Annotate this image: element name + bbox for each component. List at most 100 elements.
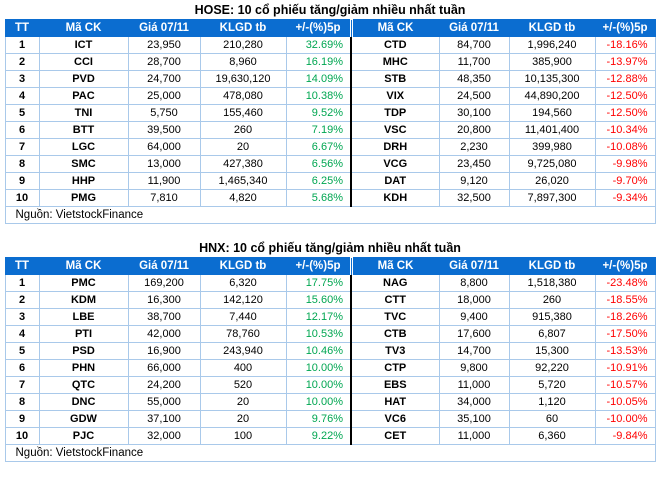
loser-ticker-cell: VCG <box>350 155 440 173</box>
loser-change-cell: -9.84% <box>594 427 656 445</box>
loser-ticker-cell: CTD <box>350 36 440 54</box>
gainer-change-cell: 10.00% <box>285 359 352 377</box>
gainer-change-cell: 7.19% <box>285 121 352 139</box>
loser-volume-cell: 194,560 <box>508 104 596 122</box>
gainer-change-cell: 6.56% <box>285 155 352 173</box>
gainer-ticker-cell: LGC <box>38 138 129 156</box>
loser-price-cell: 30,100 <box>438 104 510 122</box>
loser-volume-cell: 26,020 <box>508 172 596 190</box>
rank-cell: 3 <box>4 70 40 88</box>
hnx-section: HNX: 10 cổ phiếu tăng/giảm nhiều nhất tu… <box>0 238 660 462</box>
loser-ticker-cell: CTT <box>350 291 440 309</box>
loser-ticker-cell: HAT <box>350 393 440 411</box>
gainer-ticker-cell: BTT <box>38 121 129 139</box>
col-header-loser-change: +/-(%)5p <box>594 257 656 275</box>
loser-volume-cell: 44,890,200 <box>508 87 596 105</box>
loser-ticker-cell: EBS <box>350 376 440 394</box>
gainer-price-cell: 55,000 <box>127 393 201 411</box>
table-row: 6 PHN 66,000 400 10.00% CTP 9,800 92,220 -10.91% <box>4 359 656 377</box>
loser-price-cell: 24,500 <box>438 87 510 105</box>
gainer-ticker-cell: PTI <box>38 325 129 343</box>
gainer-change-cell: 10.53% <box>285 325 352 343</box>
gainer-ticker-cell: DNC <box>38 393 129 411</box>
gainer-change-cell: 10.00% <box>285 393 352 411</box>
gainer-change-cell: 16.19% <box>285 53 352 71</box>
loser-ticker-cell: STB <box>350 70 440 88</box>
gainer-change-cell: 12.17% <box>285 308 352 326</box>
hose-section: HOSE: 10 cổ phiếu tăng/giảm nhiều nhất t… <box>0 0 660 224</box>
col-header-loser-volume: KLGD tb <box>508 19 596 37</box>
table-row: 9 HHP 11,900 1,465,340 6.25% DAT 9,120 26,020 -9… <box>4 172 656 190</box>
rank-cell: 4 <box>4 325 40 343</box>
loser-volume-cell: 5,720 <box>508 376 596 394</box>
gainer-volume-cell: 400 <box>199 359 287 377</box>
col-header-loser-volume: KLGD tb <box>508 257 596 275</box>
col-header-gainer-price: Giá 07/11 <box>127 19 201 37</box>
gainer-price-cell: 28,700 <box>127 53 201 71</box>
table-row: 5 TNI 5,750 155,460 9.52% TDP 30,100 194,560 -12… <box>4 104 656 122</box>
gainer-change-cell: 9.76% <box>285 410 352 428</box>
loser-ticker-cell: TV3 <box>350 342 440 360</box>
gainer-change-cell: 9.22% <box>285 427 352 445</box>
gainer-change-cell: 15.60% <box>285 291 352 309</box>
rank-cell: 7 <box>4 138 40 156</box>
gainer-ticker-cell: PSD <box>38 342 129 360</box>
gainer-ticker-cell: TNI <box>38 104 129 122</box>
gainer-change-cell: 9.52% <box>285 104 352 122</box>
loser-price-cell: 20,800 <box>438 121 510 139</box>
rank-cell: 1 <box>4 274 40 292</box>
loser-ticker-cell: CTB <box>350 325 440 343</box>
col-header-loser-price: Giá 07/11 <box>438 257 510 275</box>
table-row: 3 PVD 24,700 19,630,120 14.09% STB 48,350 10,13… <box>4 70 656 88</box>
loser-price-cell: 34,000 <box>438 393 510 411</box>
loser-price-cell: 9,120 <box>438 172 510 190</box>
loser-change-cell: -9.98% <box>594 155 656 173</box>
gainer-volume-cell: 243,940 <box>199 342 287 360</box>
table-row: 2 KDM 16,300 142,120 15.60% CTT 18,000 260 -18.5… <box>4 291 656 309</box>
rank-cell: 5 <box>4 342 40 360</box>
table-row: 8 DNC 55,000 20 10.00% HAT 34,000 1,120 -10.05% <box>4 393 656 411</box>
loser-price-cell: 11,000 <box>438 427 510 445</box>
gainer-volume-cell: 8,960 <box>199 53 287 71</box>
loser-volume-cell: 260 <box>508 291 596 309</box>
gainer-price-cell: 39,500 <box>127 121 201 139</box>
hnx-table: TT Mã CK Giá 07/11 KLGD tb +/-(%)5p Mã C… <box>4 257 656 462</box>
loser-volume-cell: 11,401,400 <box>508 121 596 139</box>
gainer-volume-cell: 260 <box>199 121 287 139</box>
gainer-price-cell: 38,700 <box>127 308 201 326</box>
stock-movers-report: HOSE: 10 cổ phiếu tăng/giảm nhiều nhất t… <box>0 0 660 462</box>
hose-table-title: HOSE: 10 cổ phiếu tăng/giảm nhiều nhất t… <box>194 3 466 17</box>
gainer-ticker-cell: HHP <box>38 172 129 190</box>
gainer-change-cell: 17.75% <box>285 274 352 292</box>
loser-ticker-cell: DAT <box>350 172 440 190</box>
gainer-price-cell: 24,200 <box>127 376 201 394</box>
loser-price-cell: 17,600 <box>438 325 510 343</box>
rank-cell: 9 <box>4 172 40 190</box>
table-row: 10 PMG 7,810 4,820 5.68% KDH 32,500 7,897,300 -9… <box>4 189 656 207</box>
table-row: 4 PAC 25,000 478,080 10.38% VIX 24,500 44,890,2… <box>4 87 656 105</box>
loser-change-cell: -10.08% <box>594 138 656 156</box>
loser-change-cell: -9.34% <box>594 189 656 207</box>
gainer-price-cell: 25,000 <box>127 87 201 105</box>
loser-price-cell: 48,350 <box>438 70 510 88</box>
loser-change-cell: -12.50% <box>594 104 656 122</box>
gainer-change-cell: 10.00% <box>285 376 352 394</box>
col-header-gainer-price: Giá 07/11 <box>127 257 201 275</box>
loser-ticker-cell: TDP <box>350 104 440 122</box>
loser-volume-cell: 6,807 <box>508 325 596 343</box>
rank-cell: 2 <box>4 291 40 309</box>
gainer-volume-cell: 155,460 <box>199 104 287 122</box>
loser-change-cell: -10.05% <box>594 393 656 411</box>
table-row: 1 PMC 169,200 6,320 17.75% NAG 8,800 1,518,380-… <box>4 274 656 292</box>
loser-change-cell: -13.53% <box>594 342 656 360</box>
gainer-volume-cell: 1,465,340 <box>199 172 287 190</box>
gainer-ticker-cell: CCI <box>38 53 129 71</box>
col-header-loser-ticker: Mã CK <box>349 19 440 37</box>
loser-change-cell: -23.48% <box>594 274 656 292</box>
loser-ticker-cell: VIX <box>350 87 440 105</box>
loser-price-cell: 8,800 <box>438 274 510 292</box>
table-row: 9 GDW 37,100 20 9.76% VC6 35,100 60 -10.00% <box>4 410 656 428</box>
table-row: 5 PSD 16,900 243,940 10.46% TV3 14,700 15,300 -1… <box>4 342 656 360</box>
hnx-source-row: Nguồn: VietstockFinance <box>4 444 656 462</box>
loser-change-cell: -17.50% <box>594 325 656 343</box>
